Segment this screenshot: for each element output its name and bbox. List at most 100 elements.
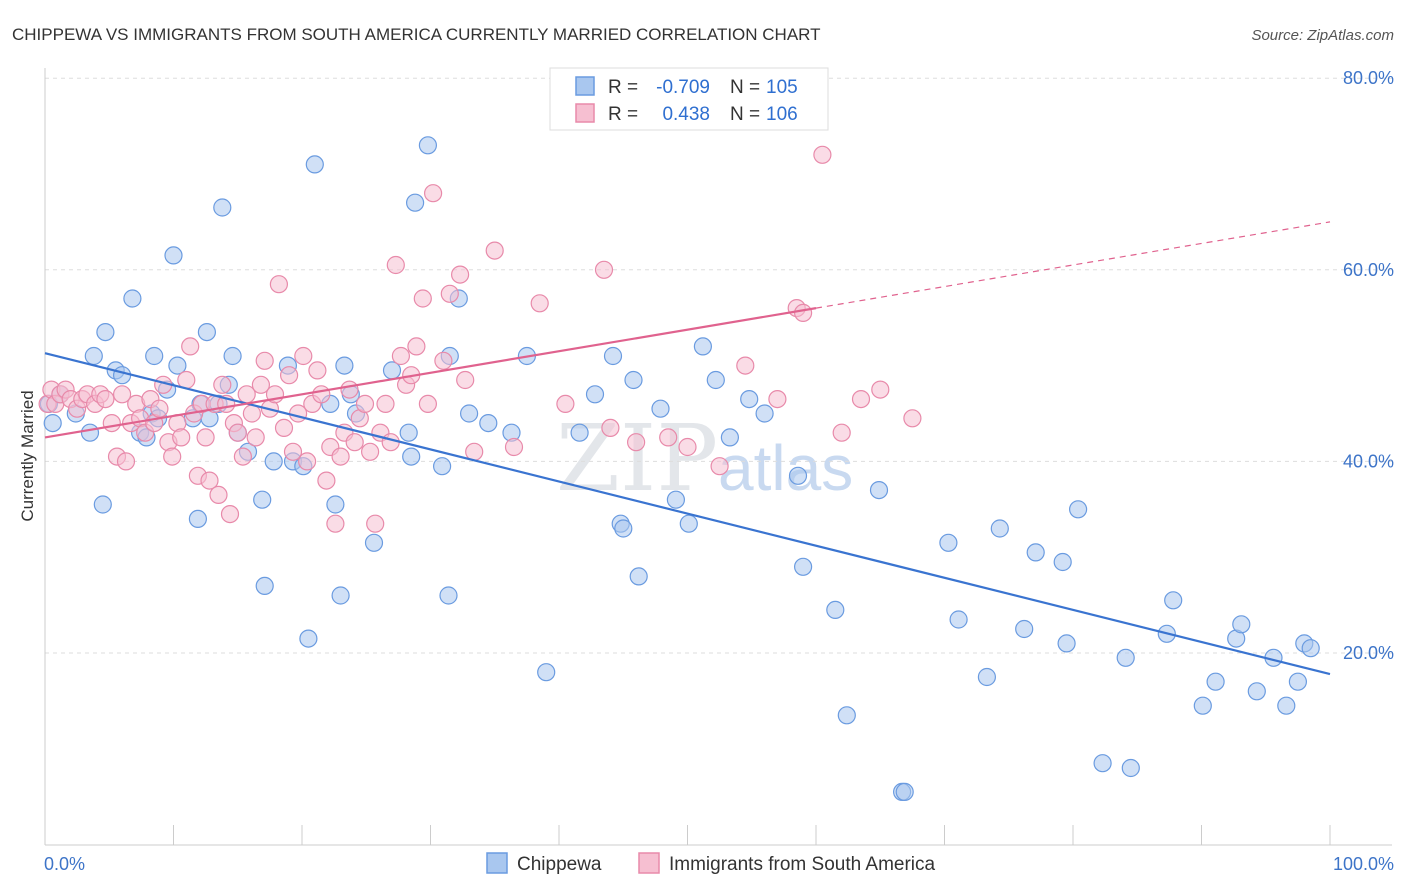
immigrants-point (228, 423, 247, 442)
immigrants-point (813, 145, 832, 164)
chippewa-point (123, 289, 142, 308)
grid-lines (45, 77, 1392, 654)
chippewa-point (93, 495, 112, 514)
immigrants-point (424, 184, 443, 203)
x-tick-label-min: 0.0% (44, 854, 85, 874)
immigrants-point (298, 452, 317, 471)
y-tick-labels: 20.0% 40.0% 60.0% 80.0% (1343, 68, 1394, 663)
immigrants-point (96, 390, 115, 409)
trend-line-immigrants (44, 307, 817, 439)
immigrants-point (626, 433, 646, 452)
immigrants-point (386, 255, 405, 275)
chippewa-point (335, 356, 354, 375)
immigrants-point (112, 385, 132, 404)
immigrants-point (116, 452, 136, 471)
immigrants-point (407, 337, 426, 356)
chippewa-point (433, 457, 452, 476)
immigrants-point (361, 442, 380, 461)
chippewa-point (406, 193, 425, 212)
chippewa-point (223, 346, 242, 366)
legend-r-label-1: R = (608, 77, 638, 98)
immigrants-point (418, 394, 437, 413)
chippewa-point (80, 423, 100, 442)
axes (44, 68, 1392, 846)
chippewa-point (439, 586, 458, 605)
immigrants-point (251, 375, 270, 394)
chippewa-point (629, 567, 648, 586)
chippewa-point (299, 629, 318, 648)
chippewa-point (537, 663, 556, 682)
chippewa-point (197, 323, 216, 342)
immigrants-point (213, 375, 232, 394)
chippewa-point (188, 509, 207, 529)
chippewa-point (402, 447, 421, 466)
legend-box (549, 67, 829, 131)
legend-n-label-2: N = (730, 104, 760, 125)
immigrants-point (233, 447, 252, 466)
immigrants-point (340, 380, 359, 399)
immigrants-point (246, 428, 265, 447)
bottom-legend-swatch-chippewa (486, 852, 508, 874)
immigrants-point (294, 346, 313, 366)
chippewa-point (793, 557, 813, 576)
chippewa-point (168, 356, 187, 375)
immigrants-point (381, 433, 400, 452)
immigrants-point (391, 346, 410, 366)
y-tick-label: 40.0% (1343, 451, 1394, 471)
immigrants-point (413, 289, 432, 308)
immigrants-point (209, 485, 228, 504)
immigrants-point (196, 428, 215, 447)
y-tick-label: 60.0% (1343, 260, 1394, 280)
immigrants-point (440, 284, 459, 303)
chippewa-point (666, 490, 686, 509)
chippewa-point (460, 404, 479, 423)
legend-n-label-1: N = (730, 77, 760, 98)
trend-lines (44, 221, 1331, 676)
immigrants-point (736, 356, 755, 375)
immigrants-point (451, 265, 470, 284)
bottom-legend-label-immigrants: Immigrants from South America (669, 854, 936, 875)
correlation-legend: R = -0.709 N = 105 R = 0.438 N = 106 (549, 67, 829, 131)
immigrants-point (871, 380, 890, 399)
chippewa-point (84, 346, 103, 366)
series-immigrants-points (38, 145, 922, 533)
chippewa-point (939, 533, 958, 552)
immigrants-point (485, 241, 504, 260)
immigrants-point (456, 370, 475, 390)
legend-r-value-1: -0.709 (656, 77, 710, 98)
chippewa-point (1026, 543, 1045, 562)
chippewa-point (720, 428, 740, 447)
chippewa-point (693, 337, 713, 356)
immigrants-point (326, 514, 345, 533)
chippewa-point (326, 495, 345, 514)
legend-swatch-pink (575, 103, 595, 123)
chippewa-point (112, 366, 132, 385)
chippewa-point (788, 466, 808, 485)
chippewa-point (364, 533, 384, 552)
chippewa-point (585, 385, 605, 404)
immigrants-point (832, 423, 851, 442)
chippewa-point (253, 490, 272, 509)
legend-r-label-2: R = (608, 104, 638, 125)
chippewa-point (1057, 634, 1076, 653)
immigrants-point (150, 399, 169, 418)
immigrants-point (851, 390, 871, 409)
trend-line-extension-immigrants (815, 221, 1331, 309)
chippewa-point (755, 404, 774, 423)
chippewa-point (1116, 648, 1135, 667)
immigrants-point (312, 385, 331, 404)
trend-line-chippewa (44, 352, 1331, 676)
immigrants-point (283, 442, 303, 461)
immigrants-point (331, 447, 350, 466)
chippewa-point (1164, 591, 1183, 610)
chippewa-point (264, 452, 283, 471)
chippewa-point (603, 346, 623, 366)
chippewa-point (399, 423, 418, 442)
immigrants-point (274, 418, 294, 437)
legend-n-value-1: 105 (766, 77, 798, 98)
series-legend: Chippewa Immigrants from South America (486, 852, 936, 875)
immigrants-point (601, 418, 620, 437)
chippewa-point (1093, 754, 1112, 773)
chippewa-point (418, 136, 437, 155)
chippewa-point (1193, 696, 1212, 715)
